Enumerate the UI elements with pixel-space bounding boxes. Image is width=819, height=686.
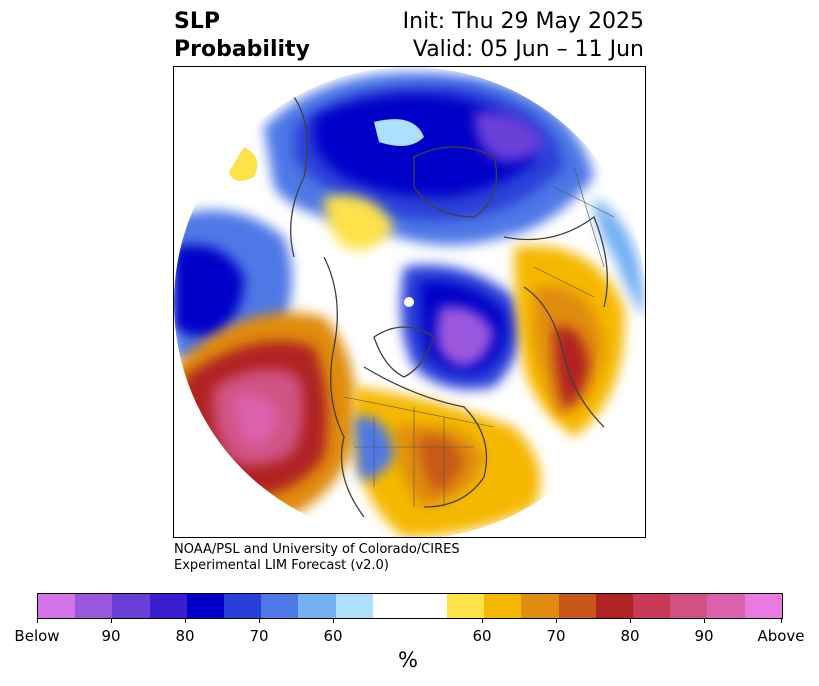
credit-text: NOAA/PSL and University of Colorado/CIRE… — [174, 542, 460, 574]
colorbar-tick-label: Above — [757, 627, 805, 645]
coastlines — [290, 96, 608, 518]
colorbar-tick-label: 80 — [620, 627, 640, 645]
colorbar-segment — [261, 594, 299, 618]
colorbar-segment — [484, 594, 522, 618]
colorbar-tick-label: 60 — [323, 627, 343, 645]
colorbar-tick-label: 90 — [101, 627, 121, 645]
colorbar-segment — [558, 594, 596, 618]
colorbar-segment — [223, 594, 262, 618]
colorbar-tick — [482, 618, 483, 623]
valid-range: Valid: 05 Jun – 11 Jun — [412, 37, 644, 62]
colorbar-tick — [630, 618, 631, 623]
colorbar-segment — [744, 594, 782, 618]
colorbar-tick — [111, 618, 112, 623]
map-svg — [174, 67, 645, 537]
north-pole-marker — [404, 297, 414, 307]
title-left: SLP Probability — [174, 8, 310, 64]
colorbar-segment — [186, 594, 224, 618]
colorbar-segment — [447, 594, 485, 618]
colorbar-segment — [38, 594, 76, 618]
colorbar-segment — [633, 594, 671, 618]
colorbar-tick — [333, 618, 334, 623]
colorbar-segment — [409, 594, 448, 618]
colorbar-tick — [556, 618, 557, 623]
colorbar-tick — [185, 618, 186, 623]
colorbar-tick-label: Below — [14, 627, 60, 645]
colorbar-segment — [335, 594, 373, 618]
credit-line1: NOAA/PSL and University of Colorado/CIRE… — [174, 542, 460, 557]
colorbar-tick-label: 90 — [694, 627, 714, 645]
colorbar-segment — [521, 594, 559, 618]
colorbar-tick — [37, 618, 38, 623]
colorbar-tick-label: 70 — [249, 627, 269, 645]
credit-line2: Experimental LIM Forecast (v2.0) — [174, 558, 389, 573]
colorbar-tick-label: 70 — [546, 627, 566, 645]
colorbar — [37, 593, 783, 619]
colorbar-segment — [298, 594, 336, 618]
political-borders — [343, 166, 615, 507]
colorbar-segment — [372, 594, 410, 618]
colorbar-segment — [707, 594, 745, 618]
colorbar-tick-label: 80 — [175, 627, 195, 645]
title-right: Init: Thu 29 May 2025 Valid: 05 Jun – 11… — [403, 8, 644, 64]
colorbar-tick — [259, 618, 260, 623]
colorbar-segment — [149, 594, 187, 618]
title-variable: SLP — [174, 9, 220, 34]
colorbar-unit: % — [398, 648, 418, 672]
negative-anomaly-central — [400, 265, 521, 390]
colorbar-segment — [75, 594, 113, 618]
colorbar-segment — [595, 594, 633, 618]
init-date: Init: Thu 29 May 2025 — [402, 9, 644, 34]
forecast-map — [173, 66, 646, 538]
colorbar-tick — [781, 618, 782, 623]
colorbar-segment — [670, 594, 708, 618]
title-field: Probability — [174, 37, 310, 62]
colorbar-tick-label: 60 — [472, 627, 492, 645]
colorbar-tick — [704, 618, 705, 623]
colorbar-segment — [112, 594, 150, 618]
